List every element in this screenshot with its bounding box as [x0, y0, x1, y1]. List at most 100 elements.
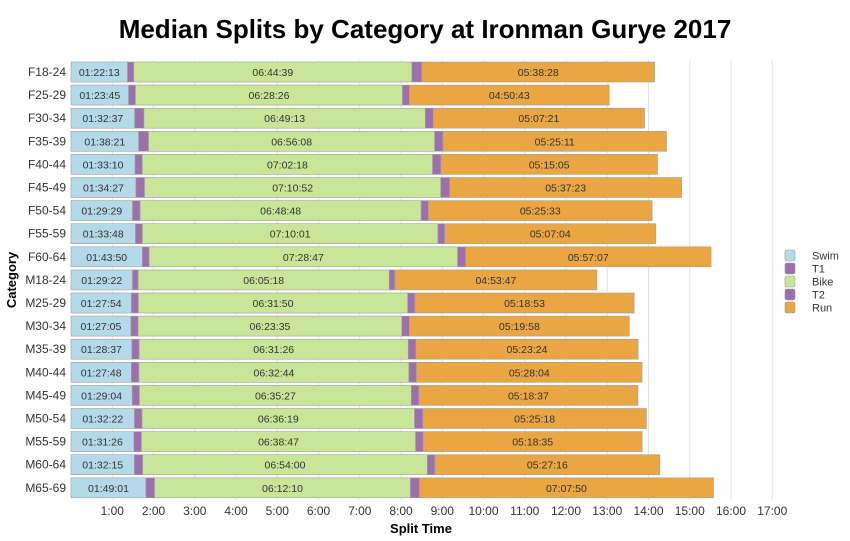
bar-segment-run: [444, 223, 657, 244]
bar-segment-t2: [414, 408, 424, 429]
bar-segment-run: [416, 361, 643, 383]
bar-segment-t1: [134, 154, 143, 175]
bar-value-label: 05:25:33: [520, 206, 561, 218]
chart-title: Median Splits by Category at Ironman Gur…: [118, 14, 732, 44]
category-label: F55-59: [28, 227, 66, 241]
category-label: F50-54: [28, 204, 66, 218]
bar-value-label: 01:29:04: [81, 390, 122, 402]
bar-segment-t2: [407, 338, 417, 360]
x-tick-label: 14:00: [633, 504, 663, 518]
bar-segment-t2: [410, 477, 420, 499]
bar-value-label: 06:23:35: [250, 321, 291, 333]
category-label: F60-64: [28, 250, 66, 264]
bar-value-label: 05:23:24: [507, 344, 548, 356]
bar-value-label: 06:28:26: [249, 90, 290, 102]
bar-segment-t1: [127, 61, 135, 83]
bar-segment-run: [394, 269, 598, 291]
bar-segment-t1: [142, 246, 150, 268]
x-tick-label: 17:00: [757, 504, 787, 518]
bar-value-label: 06:05:18: [243, 275, 284, 287]
bar-value-label: 01:33:10: [83, 159, 124, 171]
bar-segment-t2: [457, 246, 466, 268]
bar-value-label: 01:38:21: [84, 136, 125, 148]
bar-value-label: 06:35:27: [255, 390, 296, 402]
x-tick-label: 2:00: [142, 504, 166, 518]
bar-segment-t1: [132, 200, 141, 221]
bar-value-label: 06:36:19: [258, 414, 299, 426]
legend-swatch-run: [784, 301, 796, 314]
bar-segment-t2: [415, 431, 424, 452]
x-axis-title: Split Time: [390, 521, 452, 536]
bar-segment-t1: [134, 408, 143, 429]
bar-segment-t1: [133, 431, 142, 452]
bar-segment-run: [422, 408, 647, 429]
x-tick-label: 13:00: [592, 504, 622, 518]
bar-value-label: 01:43:50: [86, 252, 127, 264]
bar-segment-t1: [135, 177, 145, 198]
bar-value-label: 05:07:21: [518, 113, 559, 125]
category-label: M50-54: [25, 412, 66, 426]
bar-value-label: 06:12:10: [262, 483, 303, 495]
bar-value-label: 01:23:45: [79, 90, 120, 102]
legend-label: Swim: [812, 251, 839, 263]
bar-value-label: 05:18:37: [508, 390, 549, 402]
bar-segment-t1: [132, 269, 139, 291]
bar-value-label: 05:18:53: [504, 298, 545, 310]
bar-value-label: 05:19:58: [499, 321, 540, 333]
x-tick-label: 10:00: [468, 504, 498, 518]
category-label: M35-39: [25, 342, 66, 356]
bar-segment-run: [440, 154, 658, 175]
legend-swatch-bike: [784, 275, 796, 288]
bar-value-label: 01:49:01: [88, 483, 129, 495]
bar-segment-run: [428, 200, 653, 221]
bar-value-label: 06:56:08: [271, 136, 312, 148]
bar-segment-t1: [145, 477, 155, 499]
bar-segment-run: [415, 338, 639, 360]
x-tick-label: 8:00: [389, 504, 413, 518]
bar-segment-t2: [440, 177, 450, 198]
bar-value-label: 07:28:47: [283, 252, 324, 264]
bar-segment-t2: [401, 315, 410, 337]
category-label: F25-29: [28, 88, 66, 102]
category-label: M18-24: [25, 273, 66, 287]
x-tick-label: 11:00: [510, 504, 539, 518]
bar-value-label: 07:07:50: [546, 483, 587, 495]
x-tick-label: 7:00: [348, 504, 372, 518]
x-tick-label: 16:00: [716, 504, 746, 518]
bar-value-label: 01:32:22: [82, 414, 123, 426]
bar-segment-t1: [134, 107, 145, 129]
bar-value-label: 01:29:29: [81, 206, 122, 218]
x-tick-label: 12:00: [551, 504, 581, 518]
bar-segment-run: [409, 84, 610, 106]
bar-segment-run: [442, 131, 667, 152]
x-tick-label: 15:00: [675, 504, 705, 518]
bar-segment-t1: [134, 454, 143, 476]
category-label: F45-49: [28, 181, 66, 195]
bar-segment-t2: [402, 84, 410, 106]
bar-value-label: 06:32:44: [253, 367, 294, 379]
bar-segment-t2: [432, 154, 442, 175]
bar-segment-t2: [434, 131, 444, 152]
bar-value-label: 05:25:18: [514, 414, 555, 426]
bar-value-label: 06:54:00: [265, 460, 306, 472]
bar-value-label: 05:38:28: [518, 67, 559, 79]
legend-swatch-t1: [784, 262, 796, 275]
x-tick-label: 9:00: [431, 504, 455, 518]
bar-segment-t2: [424, 107, 434, 129]
bar-segment-t1: [128, 84, 136, 106]
category-label: M25-29: [25, 296, 66, 310]
bar-value-label: 01:28:37: [81, 344, 122, 356]
bar-value-label: 01:27:54: [81, 298, 122, 310]
bar-segment-run: [449, 177, 682, 198]
category-label: M60-64: [25, 458, 66, 472]
category-label: M45-49: [25, 388, 66, 402]
category-label: F30-34: [28, 111, 66, 125]
bar-value-label: 01:32:37: [82, 113, 123, 125]
bar-segment-run: [422, 431, 643, 452]
bar-segment-run: [418, 385, 639, 406]
bar-value-label: 01:32:15: [82, 460, 123, 472]
bar-value-label: 06:48:48: [260, 206, 301, 218]
bar-value-label: 05:18:35: [512, 437, 553, 449]
legend-label: T1: [812, 264, 825, 276]
